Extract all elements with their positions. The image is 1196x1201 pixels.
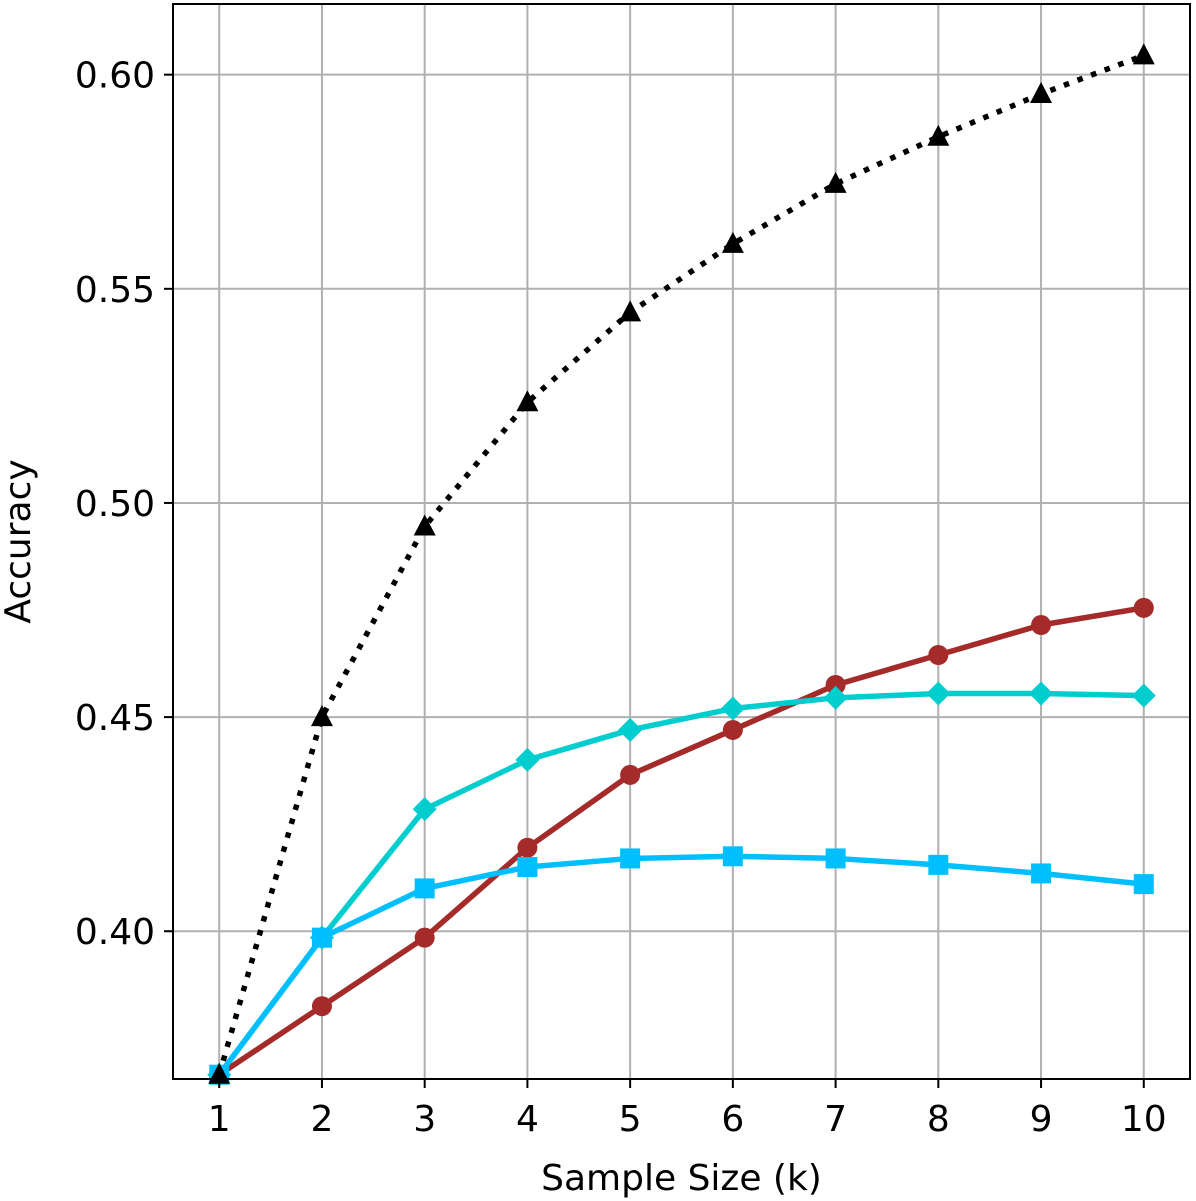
axis-ticks: 1 2 3 4 5 6 7 8 9 10 0.40 0.45 0.50 0.55 0.60 [75, 56, 1167, 1140]
data-point-circle [825, 674, 846, 695]
data-point-triangle [824, 171, 847, 193]
series-3 [209, 846, 1154, 1085]
series-2 [207, 681, 1156, 1087]
data-point-diamond [1029, 681, 1054, 706]
data-point-triangle [516, 390, 539, 412]
data-point-diamond [618, 717, 643, 742]
x-tick-label: 6 [721, 1099, 744, 1140]
grid [173, 4, 1190, 1079]
data-point-circle [722, 719, 743, 740]
x-tick-label: 2 [311, 1099, 334, 1140]
data-point-square [311, 927, 332, 948]
data-point-triangle [927, 124, 950, 146]
data-point-circle [620, 764, 641, 785]
series-line [217, 690, 1144, 1077]
x-tick-label: 1 [208, 1099, 231, 1140]
data-point-diamond [823, 685, 848, 710]
series-line [217, 605, 1145, 1078]
y-tick-label: 0.60 [75, 56, 155, 97]
data-point-triangle [619, 300, 642, 322]
data-point-diamond [1131, 683, 1156, 708]
x-axis-label: Sample Size (k) [541, 1158, 822, 1199]
data-point-square [1031, 863, 1052, 884]
y-tick-label: 0.40 [75, 912, 155, 953]
x-tick-label: 8 [927, 1099, 950, 1140]
x-tick-label: 7 [824, 1099, 847, 1140]
data-point-circle [1133, 597, 1154, 618]
series-line [217, 853, 1145, 1077]
x-tick-label: 4 [516, 1099, 539, 1140]
data-point-triangle [1030, 81, 1053, 103]
data-point-diamond [926, 681, 951, 706]
data-point-square [620, 848, 641, 869]
data-point-diamond [412, 797, 437, 822]
data-point-square [1133, 874, 1154, 895]
data-point-square [928, 854, 949, 875]
data-point-diamond [515, 747, 540, 772]
y-axis-label: Accuracy [0, 459, 39, 623]
series-line [216, 52, 1145, 1076]
data-point-circle [1031, 615, 1052, 636]
y-tick-label: 0.50 [75, 484, 155, 525]
data-point-circle [311, 996, 332, 1017]
data-point-square [414, 878, 435, 899]
plot-series [207, 43, 1156, 1087]
data-point-square [517, 856, 538, 877]
data-point-circle [928, 644, 949, 665]
x-tick-label: 10 [1121, 1099, 1167, 1140]
y-tick-label: 0.55 [75, 270, 155, 311]
data-point-circle [414, 927, 435, 948]
x-tick-label: 3 [413, 1099, 436, 1140]
data-point-square [722, 846, 743, 867]
plot-frame [172, 3, 1191, 1080]
data-point-triangle [721, 231, 744, 253]
x-tick-label: 5 [619, 1099, 642, 1140]
data-point-circle [517, 837, 538, 858]
data-point-diamond [720, 696, 745, 721]
y-tick-label: 0.45 [75, 698, 155, 739]
data-point-triangle [310, 705, 333, 727]
data-point-square [825, 848, 846, 869]
series-0 [208, 43, 1155, 1084]
x-tick-label: 9 [1030, 1099, 1053, 1140]
data-point-triangle [1132, 43, 1155, 65]
data-point-triangle [413, 514, 436, 536]
